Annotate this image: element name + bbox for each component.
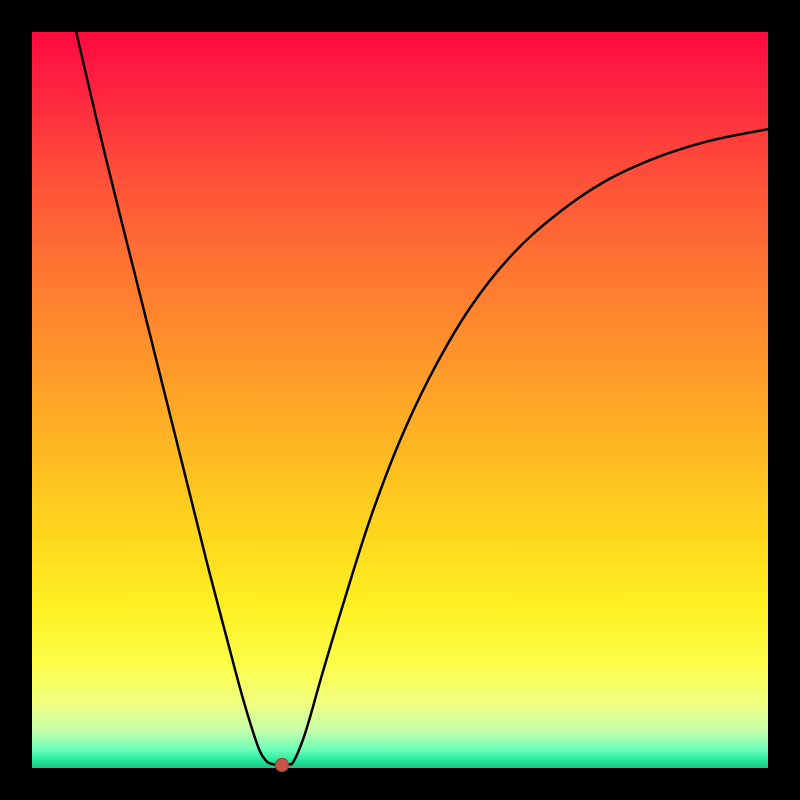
chart-container: TheBottleneck.com bbox=[0, 0, 800, 800]
chart-curve-svg bbox=[32, 32, 768, 768]
bottleneck-curve bbox=[76, 32, 768, 765]
